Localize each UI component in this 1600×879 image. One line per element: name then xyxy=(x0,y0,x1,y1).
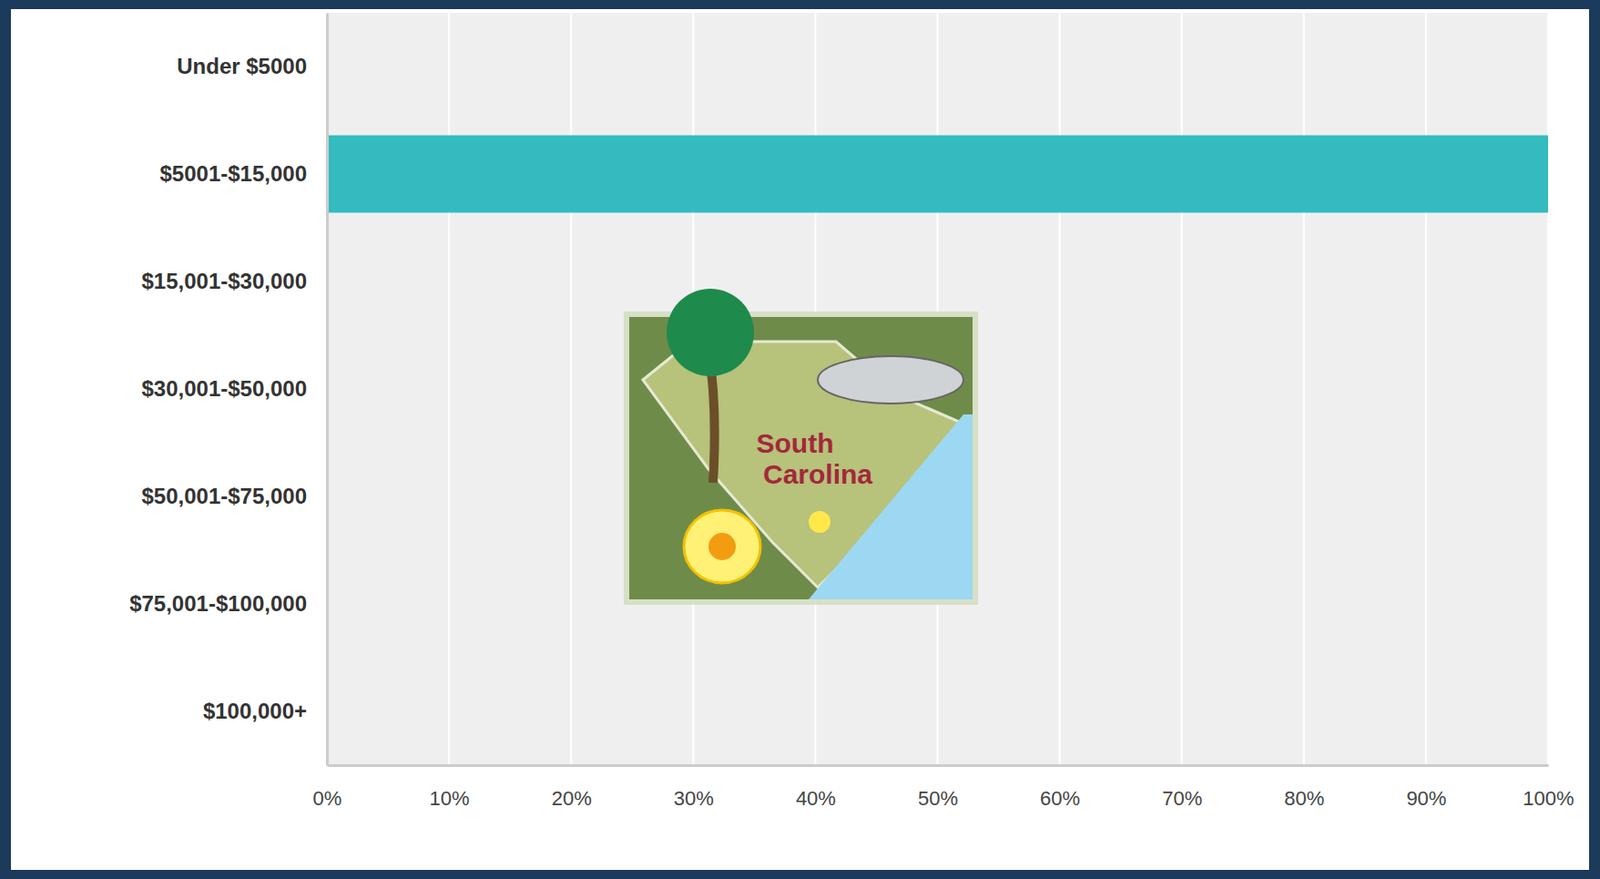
x-tick: 20% xyxy=(551,764,592,810)
x-tick: 60% xyxy=(1039,764,1081,810)
y-tick: $50,001-$75,000 xyxy=(142,483,328,509)
y-tick: $30,001-$50,000 xyxy=(142,376,328,401)
x-tick-label: 90% xyxy=(1406,786,1447,810)
y-tick-label: $15,001-$30,000 xyxy=(142,268,308,294)
y-tick-label: $50,001-$75,000 xyxy=(142,483,308,509)
x-tick: 90% xyxy=(1406,764,1447,810)
y-tick-label: Under $5000 xyxy=(176,53,307,79)
x-axis-line xyxy=(327,764,1550,767)
x-tick-label: 40% xyxy=(795,786,836,810)
grid-line xyxy=(1547,12,1550,765)
x-tick: 40% xyxy=(795,764,836,810)
grid-line xyxy=(326,12,328,765)
grid-line xyxy=(1059,12,1061,765)
x-tick-label: 70% xyxy=(1161,786,1203,810)
y-tick-label: $75,001-$100,000 xyxy=(129,591,307,616)
y-tick-label: $100,000+ xyxy=(203,698,307,724)
flower xyxy=(683,509,761,583)
y-tick: $75,001-$100,000 xyxy=(129,591,327,616)
x-tick: 50% xyxy=(917,764,958,810)
sun xyxy=(808,510,831,533)
chart: SouthCarolina 0% 10% 20% 30% 40% 50% 60% 70% 80% 9… xyxy=(0,0,1600,879)
y-tick-label: $5001-$15,000 xyxy=(160,161,307,186)
plot-background xyxy=(326,12,1549,765)
x-tick: 0% xyxy=(313,764,343,810)
bars xyxy=(326,135,1549,214)
bar xyxy=(326,135,1549,214)
fish xyxy=(817,356,964,404)
grid-line xyxy=(1303,12,1305,765)
x-tick-label: 10% xyxy=(429,786,470,810)
x-tick-label: 60% xyxy=(1039,786,1081,810)
grid-line xyxy=(1181,12,1183,765)
x-tick-label: 50% xyxy=(917,786,958,810)
x-tick-label: 0% xyxy=(313,786,343,810)
x-tick: 80% xyxy=(1284,764,1325,810)
y-tick: $5001-$15,000 xyxy=(160,161,327,186)
x-axis: 0% 10% 20% 30% 40% 50% 60% 70% 80% 90% 100% xyxy=(313,764,1575,810)
x-tick-label: 30% xyxy=(673,786,714,810)
x-tick-label: 80% xyxy=(1284,786,1325,810)
x-tick: 10% xyxy=(429,764,470,810)
state-picture: SouthCarolina xyxy=(626,288,976,602)
y-axis-line xyxy=(326,13,329,766)
y-tick-label: $30,001-$50,000 xyxy=(142,376,308,401)
panel xyxy=(10,9,1590,870)
grid-line xyxy=(448,12,450,765)
grid-line xyxy=(1425,12,1427,765)
x-tick: 70% xyxy=(1161,764,1203,810)
flower-center xyxy=(708,532,736,561)
grid xyxy=(326,12,1549,765)
y-axis: Under $5000 $5001-$15,000 $15,001-$30,000 $… xyxy=(129,13,327,766)
x-tick-label: 20% xyxy=(551,786,592,810)
annotation: SouthCarolina xyxy=(756,428,874,490)
grid-line xyxy=(570,12,572,765)
x-tick: 100% xyxy=(1522,764,1574,810)
x-tick: 30% xyxy=(673,764,714,810)
y-tick: Under $5000 xyxy=(176,53,327,79)
y-tick: $100,000+ xyxy=(203,698,327,724)
y-tick: $15,001-$30,000 xyxy=(142,268,328,294)
x-tick-label: 100% xyxy=(1522,786,1574,810)
palm-leaves xyxy=(666,288,755,377)
